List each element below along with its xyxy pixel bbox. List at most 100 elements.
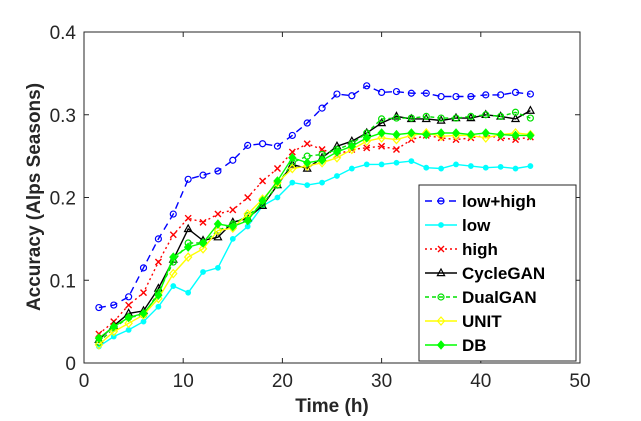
data-point-dualgan xyxy=(407,114,415,122)
y-tick-label: 0.2 xyxy=(50,189,76,210)
data-point-db xyxy=(496,129,505,140)
data-point-low-high xyxy=(154,235,162,243)
data-point-low xyxy=(170,283,177,289)
data-point-db xyxy=(392,129,401,140)
data-point-unit xyxy=(94,339,104,350)
legend-item-low: low xyxy=(425,216,491,235)
legend-item-db: DB xyxy=(425,336,487,355)
data-point-unit xyxy=(481,133,491,143)
data-point-cyclegan xyxy=(525,105,536,114)
series-low xyxy=(95,158,534,350)
data-point-low-high xyxy=(437,92,445,101)
data-point-db xyxy=(422,129,431,140)
data-point-low-high xyxy=(407,89,415,97)
legend-label-dualgan: DualGAN xyxy=(462,288,537,307)
data-point-db xyxy=(303,157,312,168)
data-point-db xyxy=(362,133,371,143)
data-point-low-high xyxy=(229,156,237,164)
data-point-db xyxy=(332,147,342,157)
data-point-db xyxy=(139,308,148,319)
series-db xyxy=(94,128,535,343)
data-point-dualgan xyxy=(452,114,460,122)
data-point-low xyxy=(274,194,281,201)
data-point-low-high xyxy=(318,104,326,112)
data-point-low-high xyxy=(303,119,311,127)
legend: low+high low high CycleGAN DualGAN UNIT DB xyxy=(418,184,577,362)
data-point-low-high xyxy=(497,91,505,99)
data-point-low xyxy=(125,327,132,333)
data-point-low xyxy=(363,161,370,168)
legend-label-high: high xyxy=(462,240,498,259)
data-point-db xyxy=(228,221,237,232)
data-point-high xyxy=(363,144,371,152)
data-point-low-high xyxy=(184,175,192,183)
legend-item-dualgan: DualGAN xyxy=(425,288,537,307)
data-point-unit xyxy=(198,243,208,254)
data-point-low-high xyxy=(422,89,430,97)
data-point-db xyxy=(511,130,520,141)
data-point-unit xyxy=(109,326,119,337)
data-point-low-high xyxy=(378,88,386,97)
data-point-low-high xyxy=(482,91,490,99)
data-point-db xyxy=(154,290,163,300)
data-point-dualgan xyxy=(422,112,430,121)
series-line-unit xyxy=(98,132,531,346)
y-axis-label: Accuracy (Alps Seasons) xyxy=(24,83,45,311)
data-point-low xyxy=(438,165,445,172)
data-point-db xyxy=(124,312,133,323)
x-tick-label: 50 xyxy=(569,371,590,392)
legend-marker-high xyxy=(437,245,445,253)
data-point-dualgan xyxy=(497,112,505,121)
data-point-low-high xyxy=(169,210,177,218)
legend-marker-cyclegan xyxy=(436,267,446,277)
data-point-low-high xyxy=(467,92,475,101)
data-point-unit xyxy=(168,268,178,279)
data-point-low xyxy=(319,179,325,186)
data-point-cyclegan xyxy=(257,200,268,209)
data-point-dualgan xyxy=(437,114,445,122)
data-point-low-high xyxy=(348,92,356,100)
data-point-unit xyxy=(377,133,386,143)
data-point-dualgan xyxy=(467,112,475,121)
data-point-cyclegan xyxy=(376,117,387,127)
data-point-db xyxy=(109,321,118,332)
data-point-low xyxy=(378,161,385,168)
y-tick-label: 0.1 xyxy=(50,271,76,292)
data-point-high xyxy=(303,140,311,148)
data-point-low-high xyxy=(110,301,118,309)
x-axis: 0 10 20 30 40 50 xyxy=(79,32,591,392)
data-point-db xyxy=(526,130,535,141)
data-point-unit xyxy=(213,225,223,236)
data-point-db xyxy=(466,129,476,140)
data-point-low-high xyxy=(199,171,207,179)
data-point-high xyxy=(229,206,237,214)
data-point-high xyxy=(288,148,296,156)
data-point-dualgan xyxy=(526,114,535,122)
data-point-cyclegan xyxy=(436,115,446,124)
legend-marker-low xyxy=(438,222,444,228)
data-point-high xyxy=(378,142,386,150)
legend-marker-dualgan xyxy=(437,293,445,301)
y-axis: 0 0.1 0.2 0.3 0.4 xyxy=(50,23,580,375)
data-point-low xyxy=(155,303,162,310)
data-point-db xyxy=(407,128,416,138)
data-point-low xyxy=(527,163,534,169)
x-axis-label: Time (h) xyxy=(295,396,369,417)
data-point-low xyxy=(140,318,147,325)
data-point-cyclegan xyxy=(287,159,297,168)
data-point-db xyxy=(213,219,223,229)
data-point-dualgan xyxy=(392,114,401,122)
data-point-unit xyxy=(288,163,297,174)
legend-marker-db xyxy=(436,340,446,350)
series-low-high xyxy=(95,82,535,312)
data-point-high xyxy=(214,210,222,218)
legend-label-low-high: low+high xyxy=(462,192,536,211)
data-point-db xyxy=(377,128,386,138)
series-line-high xyxy=(98,134,531,335)
data-point-high xyxy=(169,231,177,239)
y-tick-label: 0.3 xyxy=(50,106,76,127)
data-point-low-high xyxy=(363,82,371,90)
data-point-dualgan xyxy=(482,111,490,119)
data-point-unit xyxy=(392,134,401,145)
data-point-low-high xyxy=(139,264,148,272)
